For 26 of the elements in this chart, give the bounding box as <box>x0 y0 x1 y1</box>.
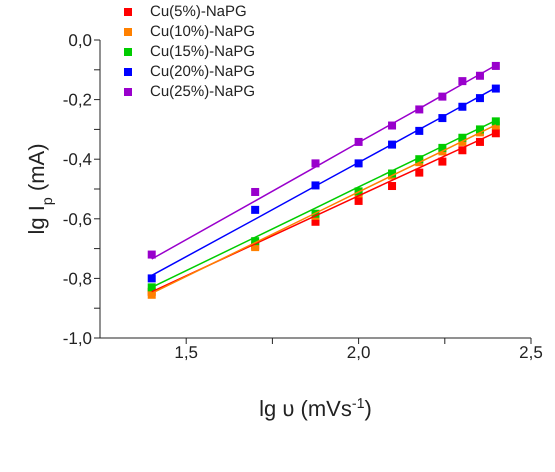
x-axis-title: lg υ (mVs$^{-1}$) <box>259 396 372 421</box>
legend-label: Cu(15%)-NaPG <box>150 42 256 62</box>
point <box>148 250 156 259</box>
point <box>492 62 500 70</box>
y-tick-label: -1,0 <box>62 329 92 348</box>
y-tick-label: -0,4 <box>62 150 92 170</box>
x-tick-label: 1,5 <box>174 343 198 362</box>
point <box>354 196 363 205</box>
point <box>251 188 260 196</box>
x-tick-label: 2,5 <box>519 343 543 362</box>
y-tick-label: -0,2 <box>62 90 92 110</box>
point <box>148 274 156 282</box>
legend-label: Cu(25%)-NaPG <box>150 82 256 102</box>
point <box>251 206 260 214</box>
point <box>438 158 446 166</box>
point <box>415 168 424 177</box>
legend-label: Cu(5%)-NaPG <box>150 2 247 22</box>
legend-label: Cu(20%)-NaPG <box>150 62 256 82</box>
point <box>492 84 500 93</box>
y-tick-label: -0,8 <box>62 269 92 288</box>
point <box>492 129 500 138</box>
legend-label: Cu(10%)-NaPG <box>150 22 256 42</box>
y-tick-label: -0,6 <box>62 210 92 229</box>
point <box>388 182 396 190</box>
x-tick-label: 2,0 <box>346 343 370 362</box>
y-tick-label: 0,0 <box>68 31 92 50</box>
